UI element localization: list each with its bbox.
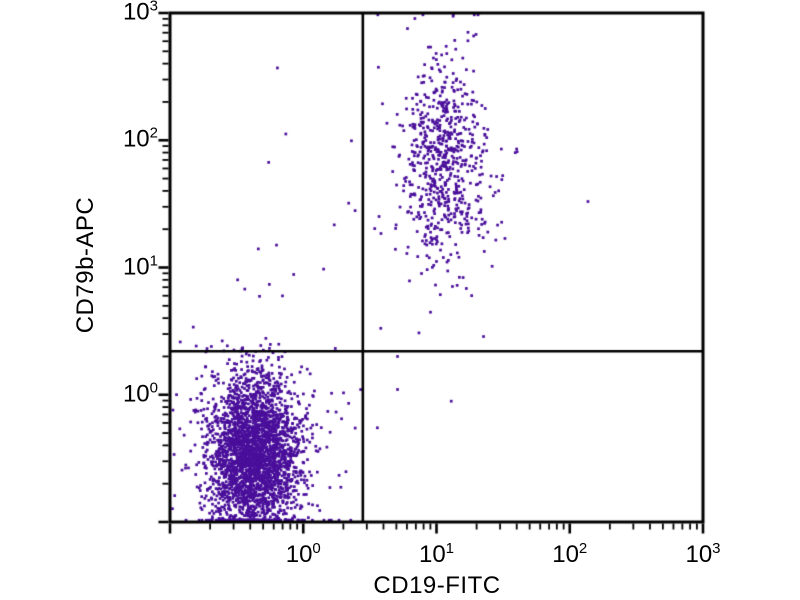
x-tick-label-10e2: 102 xyxy=(552,540,588,568)
x-tick-label-10e0: 100 xyxy=(285,540,321,568)
y-tick-label-10e0: 100 xyxy=(122,379,158,408)
x-tick-label-10e3: 103 xyxy=(685,540,721,568)
y-axis-title: CD79b-APC xyxy=(72,196,99,334)
x-axis-title: CD19-FITC xyxy=(373,572,501,599)
x-tick-label-10e1: 101 xyxy=(418,540,455,568)
y-tick-label-10e3: 103 xyxy=(122,0,158,26)
y-tick-label-10e2: 102 xyxy=(122,124,158,153)
y-tick-label-10e1: 101 xyxy=(122,252,158,281)
